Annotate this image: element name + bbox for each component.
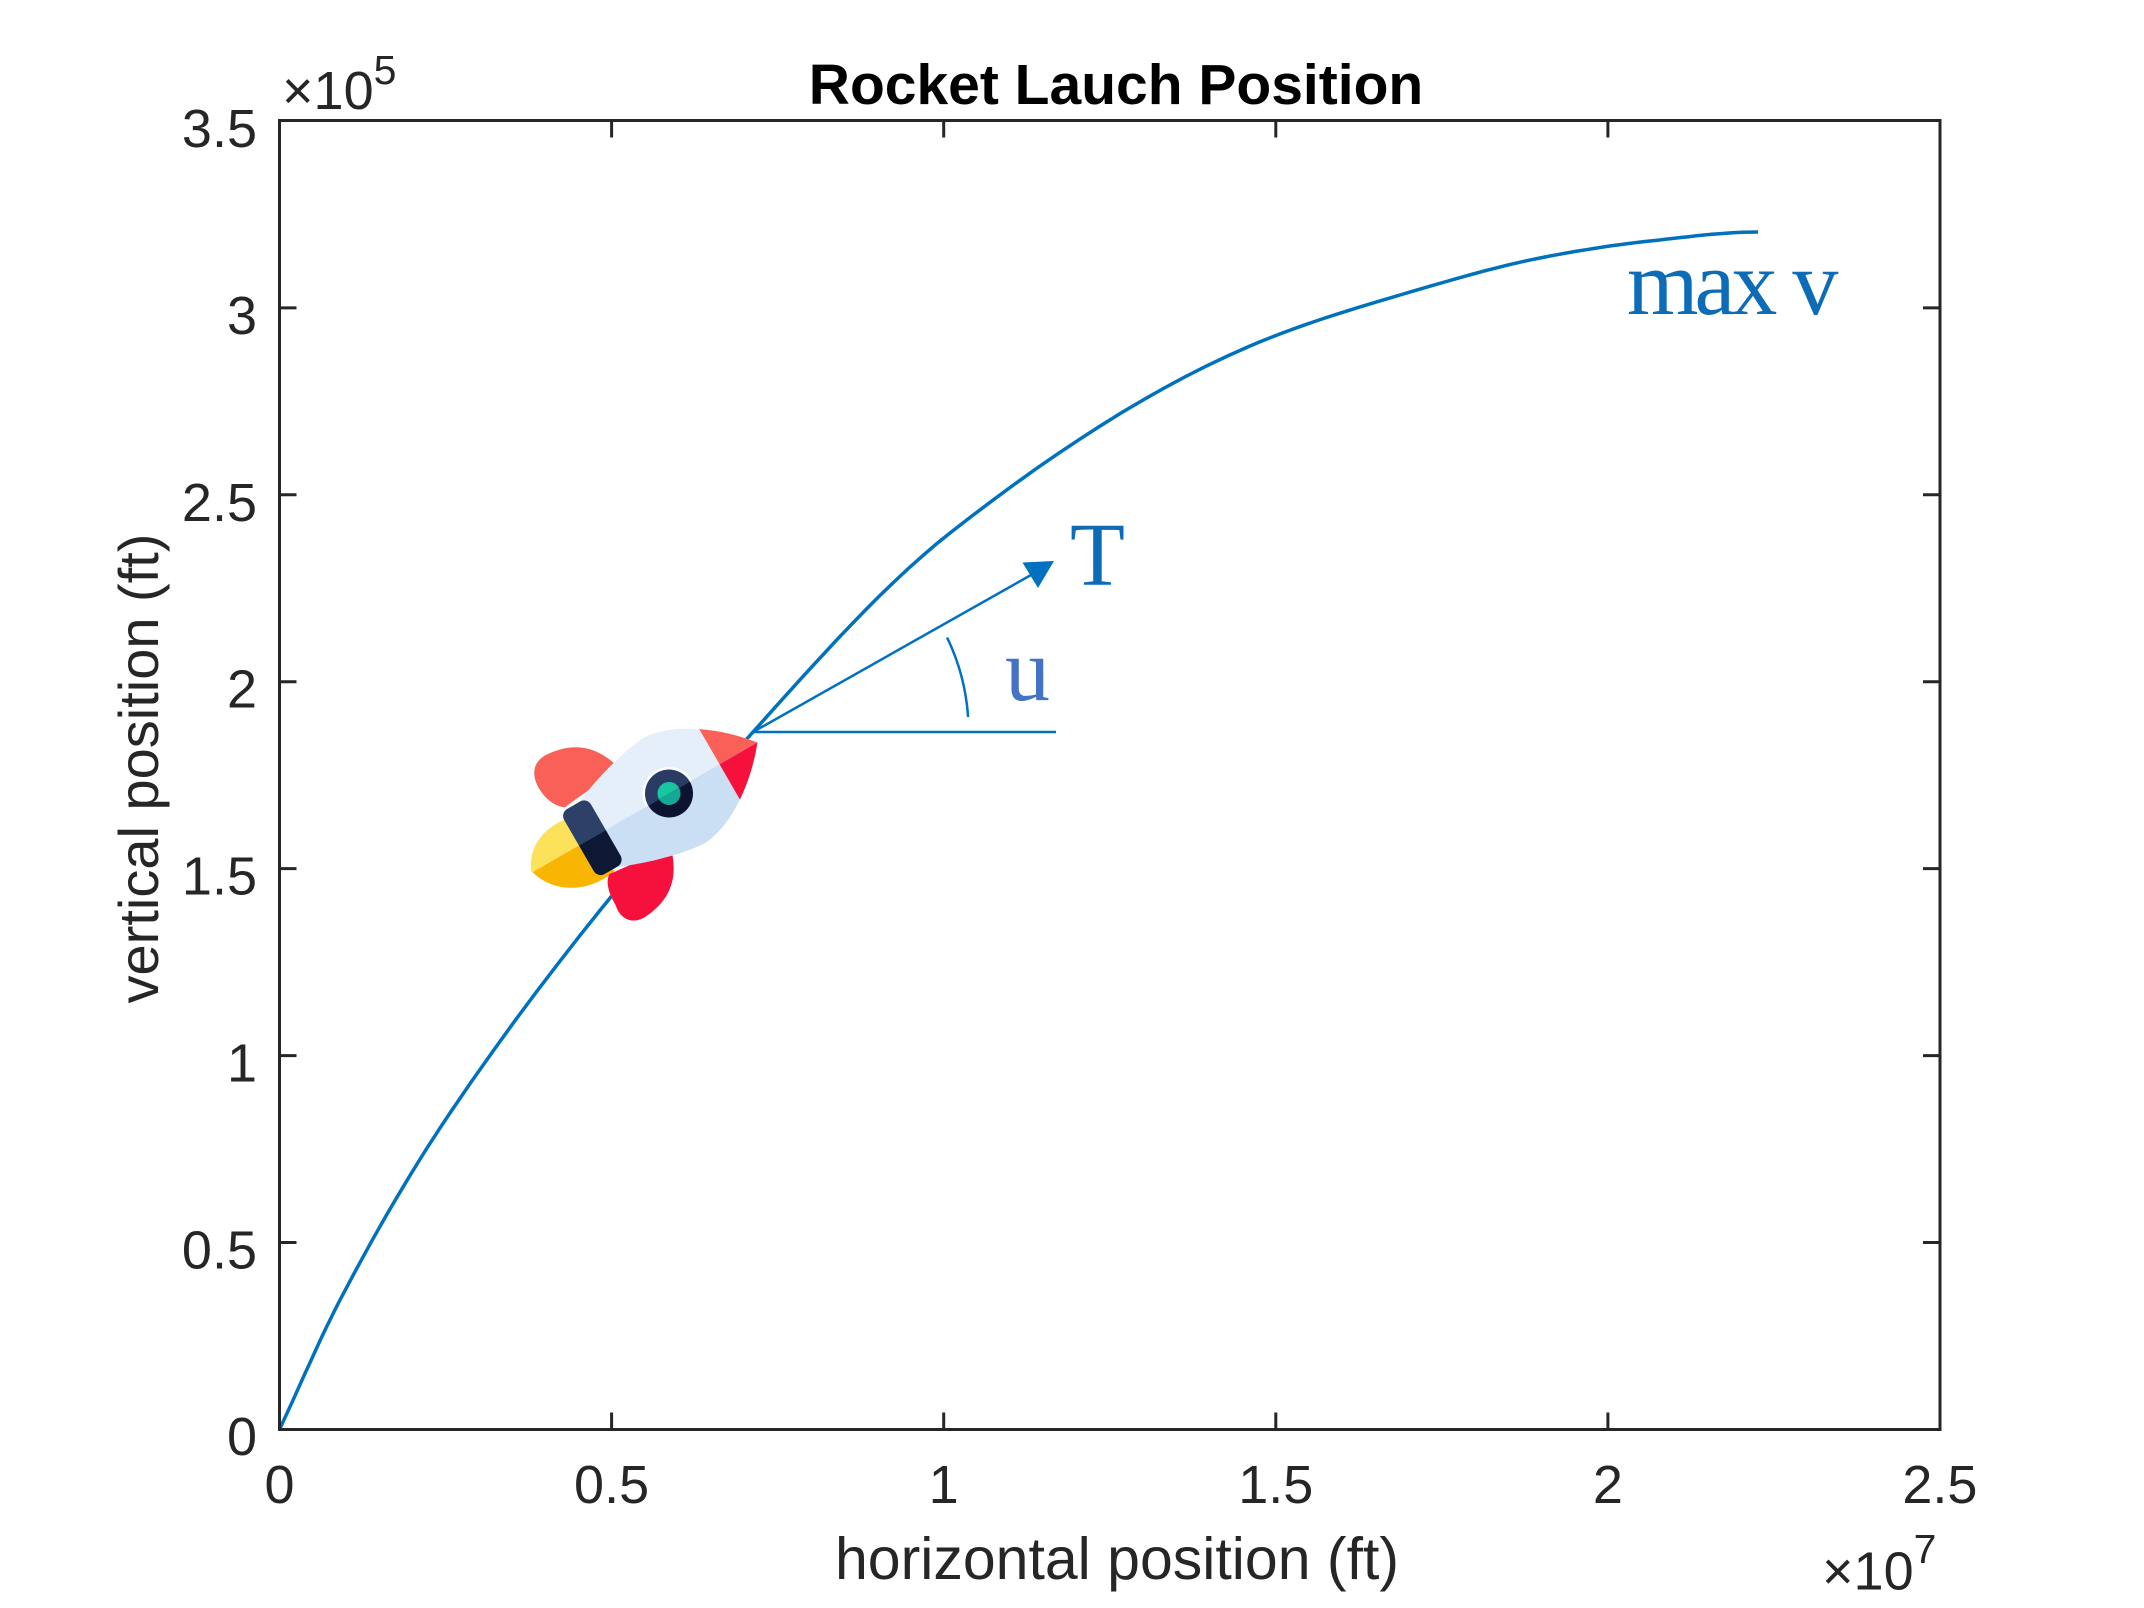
svg-text:0.5: 0.5: [182, 1221, 257, 1281]
svg-text:2: 2: [227, 660, 257, 720]
svg-text:T: T: [1070, 506, 1125, 605]
svg-text:2.5: 2.5: [182, 473, 257, 533]
svg-text:3.5: 3.5: [182, 99, 257, 159]
svg-text:2.5: 2.5: [1902, 1455, 1977, 1515]
svg-text:Rocket Lauch Position: Rocket Lauch Position: [809, 53, 1423, 117]
svg-text:1: 1: [929, 1455, 959, 1515]
svg-text:vertical position (ft): vertical position (ft): [107, 534, 170, 1004]
svg-text:max v: max v: [1627, 232, 1838, 334]
svg-text:u: u: [1005, 621, 1050, 720]
svg-text:2: 2: [1593, 1455, 1623, 1515]
svg-text:0: 0: [264, 1455, 294, 1515]
svg-text:1.5: 1.5: [1238, 1455, 1313, 1515]
svg-text:0: 0: [227, 1407, 257, 1467]
svg-text:3: 3: [227, 286, 257, 346]
svg-text:0.5: 0.5: [574, 1455, 649, 1515]
svg-text:horizontal position (ft): horizontal position (ft): [835, 1526, 1399, 1592]
svg-text:1.5: 1.5: [182, 847, 257, 907]
svg-text:1: 1: [227, 1034, 257, 1094]
